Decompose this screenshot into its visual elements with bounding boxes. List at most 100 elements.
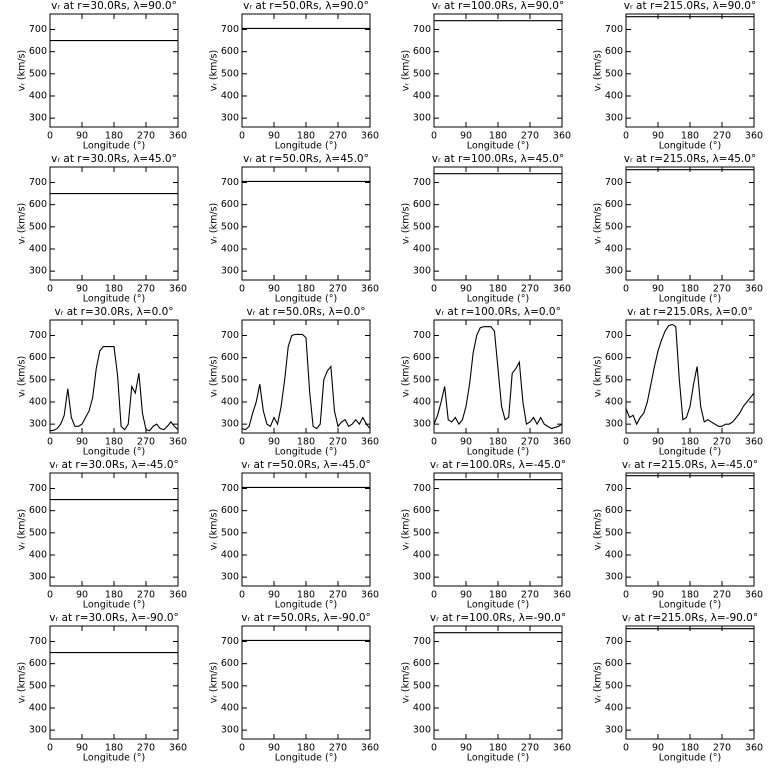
plot-frame [49, 625, 179, 740]
x-tick-label: 270 [329, 743, 347, 754]
y-tick-label: 600 [221, 352, 239, 363]
x-tick-label: 360 [553, 131, 571, 142]
chart-title: vᵣ at r=50.0Rs, λ=45.0° [243, 153, 369, 165]
x-tick-label: 90 [460, 590, 472, 601]
x-tick-label: 0 [47, 284, 53, 295]
y-tick-label: 600 [605, 46, 623, 57]
y-tick-label: 500 [413, 221, 431, 232]
x-tick-label: 180 [681, 131, 699, 142]
x-tick-label: 360 [745, 743, 763, 754]
x-tick-label: 180 [105, 437, 123, 448]
x-axis-label: Longitude (°) [467, 141, 529, 152]
y-tick-label: 500 [221, 527, 239, 538]
plot-frame [49, 472, 179, 587]
y-tick-label: 600 [221, 658, 239, 669]
y-axis-label: vᵣ (km/s) [17, 50, 28, 91]
x-tick-label: 180 [297, 131, 315, 142]
plot-frame [241, 319, 371, 434]
chart-title: vᵣ at r=30.0Rs, λ=45.0° [51, 153, 177, 165]
y-tick-label: 400 [221, 396, 239, 407]
y-tick-label: 300 [29, 113, 47, 124]
x-tick-label: 360 [553, 284, 571, 295]
x-tick-label: 90 [268, 131, 280, 142]
x-tick-label: 0 [47, 437, 53, 448]
x-tick-label: 360 [169, 131, 187, 142]
y-tick-label: 400 [413, 90, 431, 101]
x-tick-label: 270 [329, 437, 347, 448]
x-tick-label: 180 [489, 590, 507, 601]
x-tick-label: 0 [623, 437, 629, 448]
x-tick-label: 90 [652, 284, 664, 295]
x-tick-label: 90 [76, 590, 88, 601]
x-tick-label: 90 [76, 131, 88, 142]
y-tick-label: 700 [413, 330, 431, 341]
y-tick-label: 700 [605, 636, 623, 647]
x-tick-label: 90 [460, 743, 472, 754]
y-tick-label: 300 [221, 419, 239, 430]
x-tick-label: 270 [713, 131, 731, 142]
plot-frame [625, 319, 755, 434]
y-axis-label: vᵣ (km/s) [17, 662, 28, 703]
x-tick-label: 90 [76, 743, 88, 754]
y-tick-label: 700 [413, 177, 431, 188]
y-axis-label: vᵣ (km/s) [209, 50, 220, 91]
x-tick-label: 360 [361, 743, 379, 754]
x-tick-label: 0 [431, 590, 437, 601]
x-tick-label: 0 [431, 743, 437, 754]
chart-title: vᵣ at r=100.0Rs, λ=-90.0° [430, 612, 566, 624]
plot-frame [241, 472, 371, 587]
plot-frame [241, 166, 371, 281]
chart-title: vᵣ at r=100.0Rs, λ=45.0° [432, 153, 564, 165]
x-tick-label: 0 [239, 284, 245, 295]
x-tick-label: 0 [239, 131, 245, 142]
y-axis-label: vᵣ (km/s) [593, 50, 604, 91]
x-tick-label: 360 [361, 131, 379, 142]
x-axis-label: Longitude (°) [659, 141, 721, 152]
x-tick-label: 360 [553, 590, 571, 601]
x-tick-label: 180 [489, 743, 507, 754]
y-tick-label: 500 [29, 374, 47, 385]
x-axis-label: Longitude (°) [467, 447, 529, 458]
y-tick-label: 300 [221, 725, 239, 736]
y-tick-label: 700 [413, 24, 431, 35]
x-tick-label: 180 [297, 743, 315, 754]
plot-frame [625, 13, 755, 128]
x-tick-label: 180 [297, 437, 315, 448]
y-tick-label: 600 [29, 352, 47, 363]
y-tick-label: 400 [29, 90, 47, 101]
y-tick-label: 500 [413, 527, 431, 538]
plot-frame [433, 319, 563, 434]
x-axis-label: Longitude (°) [659, 753, 721, 764]
plot-frame [49, 319, 179, 434]
y-tick-label: 500 [605, 680, 623, 691]
y-tick-label: 300 [413, 572, 431, 583]
y-tick-label: 700 [29, 636, 47, 647]
x-tick-label: 180 [489, 284, 507, 295]
x-tick-label: 270 [137, 590, 155, 601]
x-tick-label: 90 [652, 131, 664, 142]
x-tick-label: 270 [713, 284, 731, 295]
x-tick-label: 90 [460, 437, 472, 448]
y-tick-label: 600 [605, 505, 623, 516]
x-tick-label: 0 [623, 743, 629, 754]
x-tick-label: 360 [169, 590, 187, 601]
y-tick-label: 400 [221, 702, 239, 713]
y-tick-label: 500 [413, 680, 431, 691]
x-axis-label: Longitude (°) [83, 447, 145, 458]
y-tick-label: 600 [413, 352, 431, 363]
x-tick-label: 270 [521, 131, 539, 142]
y-tick-label: 400 [29, 243, 47, 254]
chart-title: vᵣ at r=50.0Rs, λ=-90.0° [241, 612, 371, 624]
y-tick-label: 700 [605, 483, 623, 494]
x-tick-label: 90 [460, 131, 472, 142]
y-tick-label: 500 [221, 221, 239, 232]
x-tick-label: 90 [460, 284, 472, 295]
y-tick-label: 400 [413, 396, 431, 407]
y-tick-label: 700 [29, 330, 47, 341]
x-tick-label: 180 [297, 590, 315, 601]
x-axis-label: Longitude (°) [659, 294, 721, 305]
y-tick-label: 700 [29, 177, 47, 188]
y-tick-label: 600 [29, 658, 47, 669]
chart-title: vᵣ at r=215.0Rs, λ=45.0° [624, 153, 756, 165]
